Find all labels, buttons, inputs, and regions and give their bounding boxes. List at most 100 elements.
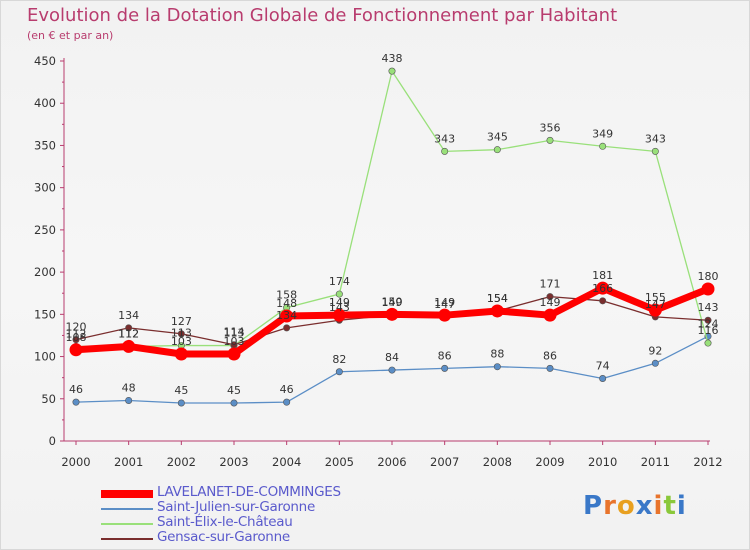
data-point xyxy=(596,281,610,295)
legend-label: LAVELANET-DE-COMMINGES xyxy=(157,484,341,500)
x-tick-label: 2009 xyxy=(535,455,564,469)
data-label: 113 xyxy=(171,327,192,340)
data-label: 127 xyxy=(171,315,192,328)
data-label: 116 xyxy=(698,324,719,337)
data-label: 154 xyxy=(487,292,508,305)
data-label: 343 xyxy=(645,132,666,145)
data-label: 147 xyxy=(645,298,666,311)
data-point xyxy=(69,343,83,357)
y-tick-label: 450 xyxy=(34,54,56,68)
data-point xyxy=(493,146,501,154)
data-label: 154 xyxy=(487,292,508,305)
chart-title: Evolution de la Dotation Globale de Fonc… xyxy=(27,5,618,26)
data-label: 48 xyxy=(122,381,136,394)
data-label: 86 xyxy=(543,349,557,362)
data-label: 149 xyxy=(382,296,403,309)
y-tick-label: 50 xyxy=(41,392,56,406)
data-label: 180 xyxy=(698,270,719,283)
data-point xyxy=(335,290,343,298)
data-label: 108 xyxy=(66,331,87,344)
data-label: 171 xyxy=(540,278,561,291)
data-point xyxy=(332,308,346,322)
x-tick-label: 2001 xyxy=(114,455,143,469)
data-label: 88 xyxy=(490,348,504,361)
data-label: 45 xyxy=(174,384,188,397)
data-label: 150 xyxy=(382,295,403,308)
data-point xyxy=(543,308,557,322)
x-tick-label: 2003 xyxy=(219,455,248,469)
data-point xyxy=(441,147,449,155)
logo-letter: x xyxy=(635,491,654,521)
legend: LAVELANET-DE-COMMINGES Saint-Julien-sur-G… xyxy=(101,484,431,546)
data-point xyxy=(388,366,396,374)
logo-letter: t xyxy=(663,491,677,521)
data-point xyxy=(72,398,80,406)
data-label: 174 xyxy=(329,275,350,288)
logo-letter: o xyxy=(616,491,636,521)
data-label: 158 xyxy=(276,289,297,302)
data-label: 155 xyxy=(645,291,666,304)
data-point xyxy=(283,398,291,406)
data-label: 103 xyxy=(171,335,192,348)
data-point xyxy=(385,307,399,321)
data-point xyxy=(125,324,133,332)
y-tick-label: 300 xyxy=(34,181,56,195)
data-label: 181 xyxy=(592,269,613,282)
data-label: 124 xyxy=(698,317,719,330)
data-label: 120 xyxy=(66,321,87,334)
data-label: 149 xyxy=(329,296,350,309)
data-point xyxy=(546,364,554,372)
data-label: 345 xyxy=(487,131,508,144)
data-label: 45 xyxy=(227,384,241,397)
data-label: 343 xyxy=(434,132,455,145)
data-label: 143 xyxy=(698,301,719,314)
data-label: 134 xyxy=(118,309,139,322)
data-point xyxy=(493,363,501,371)
legend-item: Saint-Élix-le-Château xyxy=(101,514,431,531)
legend-label: Saint-Julien-sur-Garonne xyxy=(157,499,315,515)
data-point xyxy=(177,330,185,338)
data-point xyxy=(546,136,554,144)
data-point xyxy=(599,375,607,383)
chart-subtitle: (en € et par an) xyxy=(27,29,114,42)
data-label: 113 xyxy=(224,327,245,340)
y-tick-label: 350 xyxy=(34,138,56,152)
line-chart: 0 50 100 150 200 250 300 350 400 450 2000 2001 2002 2… xyxy=(34,52,723,469)
x-tick-label: 2000 xyxy=(61,455,90,469)
x-tick-label: 2008 xyxy=(483,455,512,469)
data-point xyxy=(441,364,449,372)
data-point xyxy=(599,297,607,305)
data-label: 356 xyxy=(540,121,561,134)
data-label: 84 xyxy=(385,351,399,364)
legend-item: Saint-Julien-sur-Garonne xyxy=(101,499,431,516)
y-tick-label: 0 xyxy=(49,434,56,448)
data-point xyxy=(388,67,396,75)
data-label: 114 xyxy=(224,326,245,339)
data-point xyxy=(335,368,343,376)
data-point xyxy=(648,303,662,317)
data-label: 134 xyxy=(276,309,297,322)
data-point xyxy=(651,147,659,155)
data-label: 46 xyxy=(280,383,294,396)
data-label: 143 xyxy=(329,301,350,314)
data-point xyxy=(651,359,659,367)
data-label: 74 xyxy=(596,360,610,373)
x-tick-label: 2006 xyxy=(377,455,406,469)
legend-swatch xyxy=(101,523,153,525)
data-label: 147 xyxy=(434,298,455,311)
data-point xyxy=(490,304,504,318)
data-point xyxy=(122,339,136,353)
data-label: 92 xyxy=(648,344,662,357)
legend-swatch xyxy=(101,508,153,510)
data-point xyxy=(125,396,133,404)
logo-letter: P xyxy=(583,491,604,521)
data-point xyxy=(174,347,188,361)
data-label: 166 xyxy=(592,282,613,295)
legend-item: LAVELANET-DE-COMMINGES xyxy=(101,484,431,501)
data-label: 112 xyxy=(66,327,87,340)
data-point xyxy=(280,309,294,323)
data-point xyxy=(546,293,554,301)
data-label: 149 xyxy=(434,296,455,309)
x-tick-label: 2005 xyxy=(325,455,354,469)
